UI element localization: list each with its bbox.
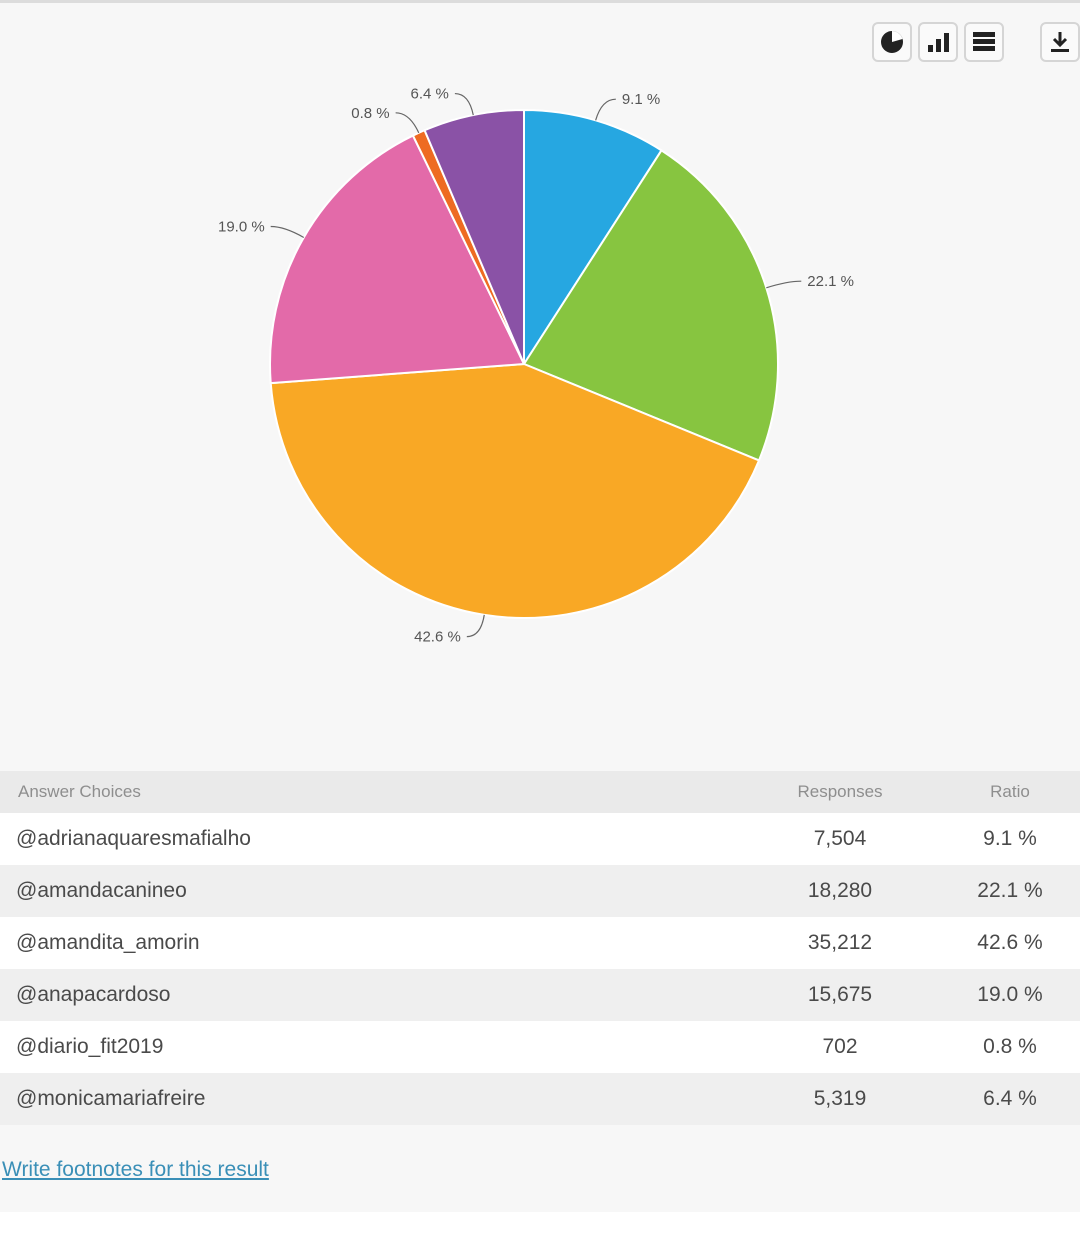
pie-chart-area: 9.1 % 22.1 % 42.6 % 19.0 % 0.8 % 6.4 % xyxy=(0,60,1080,720)
response-count: 7,504 xyxy=(813,827,867,850)
pie-label-connector xyxy=(466,614,485,638)
response-count: 18,280 xyxy=(807,879,873,902)
response-ratio: 9.1 % xyxy=(983,827,1037,850)
response-ratio: 6.4 % xyxy=(983,1087,1037,1110)
pie-slice[interactable] xyxy=(269,134,526,385)
pie-slices xyxy=(269,108,779,619)
header-ratio: Ratio xyxy=(990,782,1030,801)
pie-data-label: 19.0 % xyxy=(218,219,265,236)
pie-data-label: 22.1 % xyxy=(807,273,854,290)
pie-chart-button[interactable] xyxy=(872,22,912,62)
bottom-band xyxy=(0,1212,1080,1238)
answer-choice: @amandacanineo xyxy=(16,879,187,902)
results-table: Answer Choices Responses Ratio @adrianaq… xyxy=(0,771,1080,1125)
pie-chart-icon xyxy=(881,31,903,53)
response-count: 35,212 xyxy=(807,931,873,954)
pie-data-label: 6.4 % xyxy=(411,86,449,103)
table-icon xyxy=(973,32,995,51)
response-ratio: 22.1 % xyxy=(977,879,1043,902)
table-row: @monicamariafreire 5,319 6.4 % xyxy=(0,1073,1080,1125)
answer-choice: @diario_fit2019 xyxy=(16,1035,164,1058)
response-count: 5,319 xyxy=(813,1087,867,1110)
answer-choice: @amandita_amorin xyxy=(16,931,200,954)
response-ratio: 42.6 % xyxy=(977,931,1043,954)
header-answer-choices: Answer Choices xyxy=(18,782,141,801)
answer-choice: @monicamariafreire xyxy=(16,1087,206,1110)
pie-data-label: 42.6 % xyxy=(414,629,461,646)
response-count: 15,675 xyxy=(807,983,873,1006)
pie-label-connector xyxy=(270,225,305,238)
pie-label-connector xyxy=(595,98,616,121)
response-ratio: 19.0 % xyxy=(977,983,1043,1006)
pie-slice[interactable] xyxy=(523,108,663,368)
pie-label-connector xyxy=(395,112,420,134)
table-header-row: Answer Choices Responses Ratio xyxy=(0,771,1080,813)
response-count: 702 xyxy=(822,1035,858,1058)
table-row: @adrianaquaresmafialho 7,504 9.1 % xyxy=(0,813,1080,865)
table-row: @amandacanineo 18,280 22.1 % xyxy=(0,865,1080,917)
write-footnotes-link[interactable]: Write footnotes for this result xyxy=(2,1158,269,1181)
table-view-button[interactable] xyxy=(964,22,1004,62)
pie-chart: 9.1 % 22.1 % 42.6 % 19.0 % 0.8 % 6.4 % xyxy=(218,86,854,646)
answer-choice: @anapacardoso xyxy=(16,983,171,1006)
answer-choice: @adrianaquaresmafialho xyxy=(16,827,251,850)
pie-label-connector xyxy=(454,92,474,116)
header-responses: Responses xyxy=(797,782,883,801)
pie-data-label: 9.1 % xyxy=(622,91,660,108)
pie-slice[interactable] xyxy=(522,149,779,462)
chart-toolbar xyxy=(868,22,1080,66)
pie-data-label: 0.8 % xyxy=(351,105,389,122)
table-row: @amandita_amorin 35,212 42.6 % xyxy=(0,917,1080,969)
pie-labels: 9.1 % 22.1 % 42.6 % 19.0 % 0.8 % 6.4 % xyxy=(218,86,854,646)
download-icon xyxy=(1051,32,1069,52)
table-row: @anapacardoso 15,675 19.0 % xyxy=(0,969,1080,1021)
table-row: @diario_fit2019 702 0.8 % xyxy=(0,1021,1080,1073)
pie-label-connector xyxy=(766,280,802,289)
top-divider xyxy=(0,0,1080,3)
bar-chart-icon xyxy=(928,33,949,52)
bar-chart-button[interactable] xyxy=(918,22,958,62)
download-button[interactable] xyxy=(1040,22,1080,62)
response-ratio: 0.8 % xyxy=(983,1035,1037,1058)
